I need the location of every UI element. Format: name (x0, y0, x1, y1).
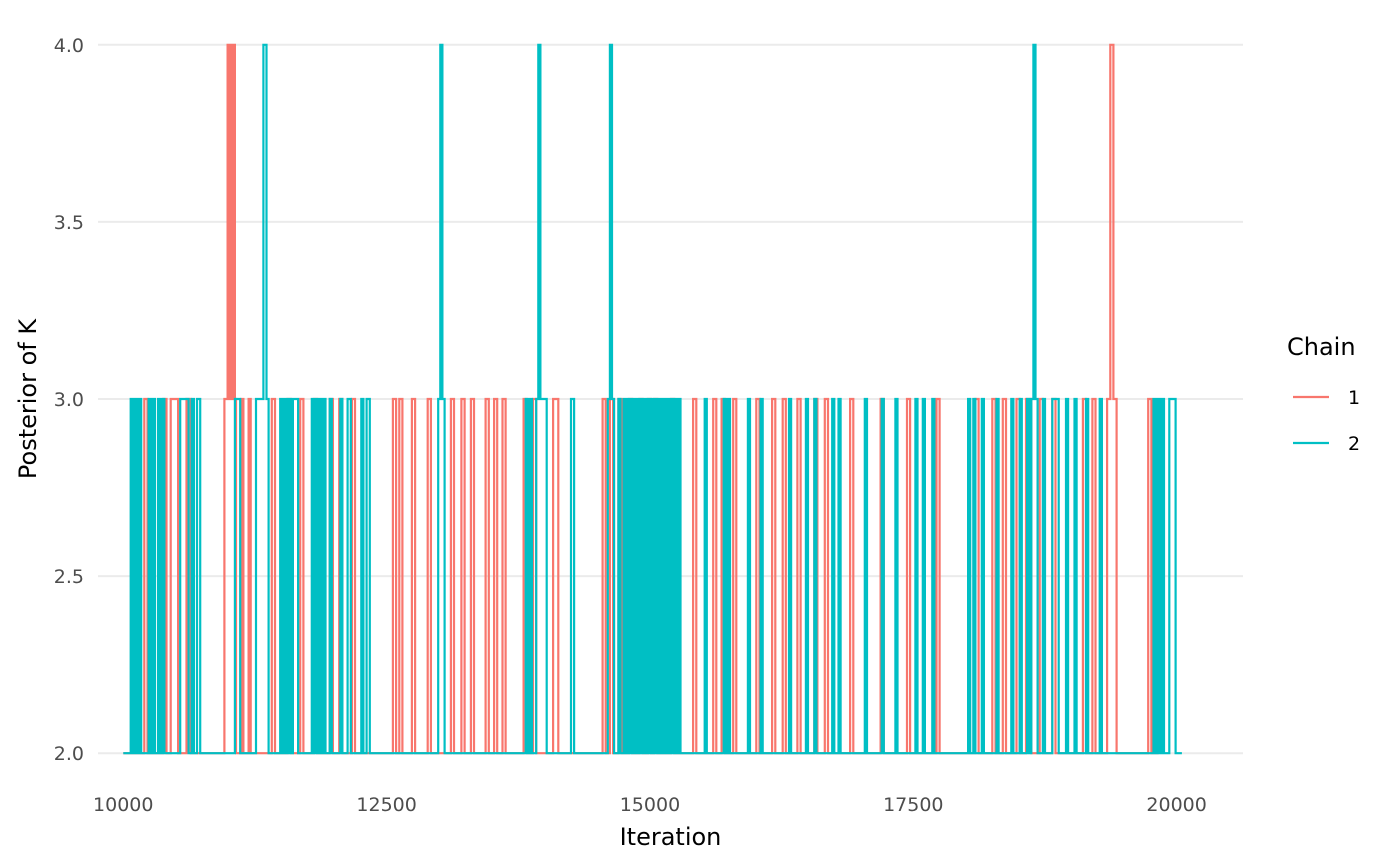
x-tick-labels: 10000 12500 15000 17500 20000 (93, 794, 1207, 816)
y-tick-label: 4.0 (54, 35, 84, 57)
series-line-2 (123, 43, 1182, 755)
y-tick-labels: 2.0 2.5 3.0 3.5 4.0 (54, 35, 84, 765)
y-tick-label: 2.5 (54, 566, 84, 588)
series-lines (123, 43, 1182, 755)
x-tick-label: 10000 (93, 794, 153, 816)
x-axis-title: Iteration (620, 823, 722, 851)
x-tick-label: 20000 (1146, 794, 1206, 816)
y-tick-label: 3.0 (54, 389, 84, 411)
legend: Chain 1 2 (1287, 333, 1360, 455)
x-tick-label: 12500 (356, 794, 416, 816)
y-axis-title: Posterior of K (14, 318, 42, 479)
legend-label-1: 1 (1348, 387, 1360, 409)
legend-title: Chain (1287, 333, 1356, 361)
x-tick-label: 15000 (620, 794, 680, 816)
y-tick-label: 3.5 (54, 212, 84, 234)
y-tick-label: 2.0 (54, 743, 84, 765)
legend-label-2: 2 (1348, 433, 1360, 455)
x-tick-label: 17500 (883, 794, 943, 816)
